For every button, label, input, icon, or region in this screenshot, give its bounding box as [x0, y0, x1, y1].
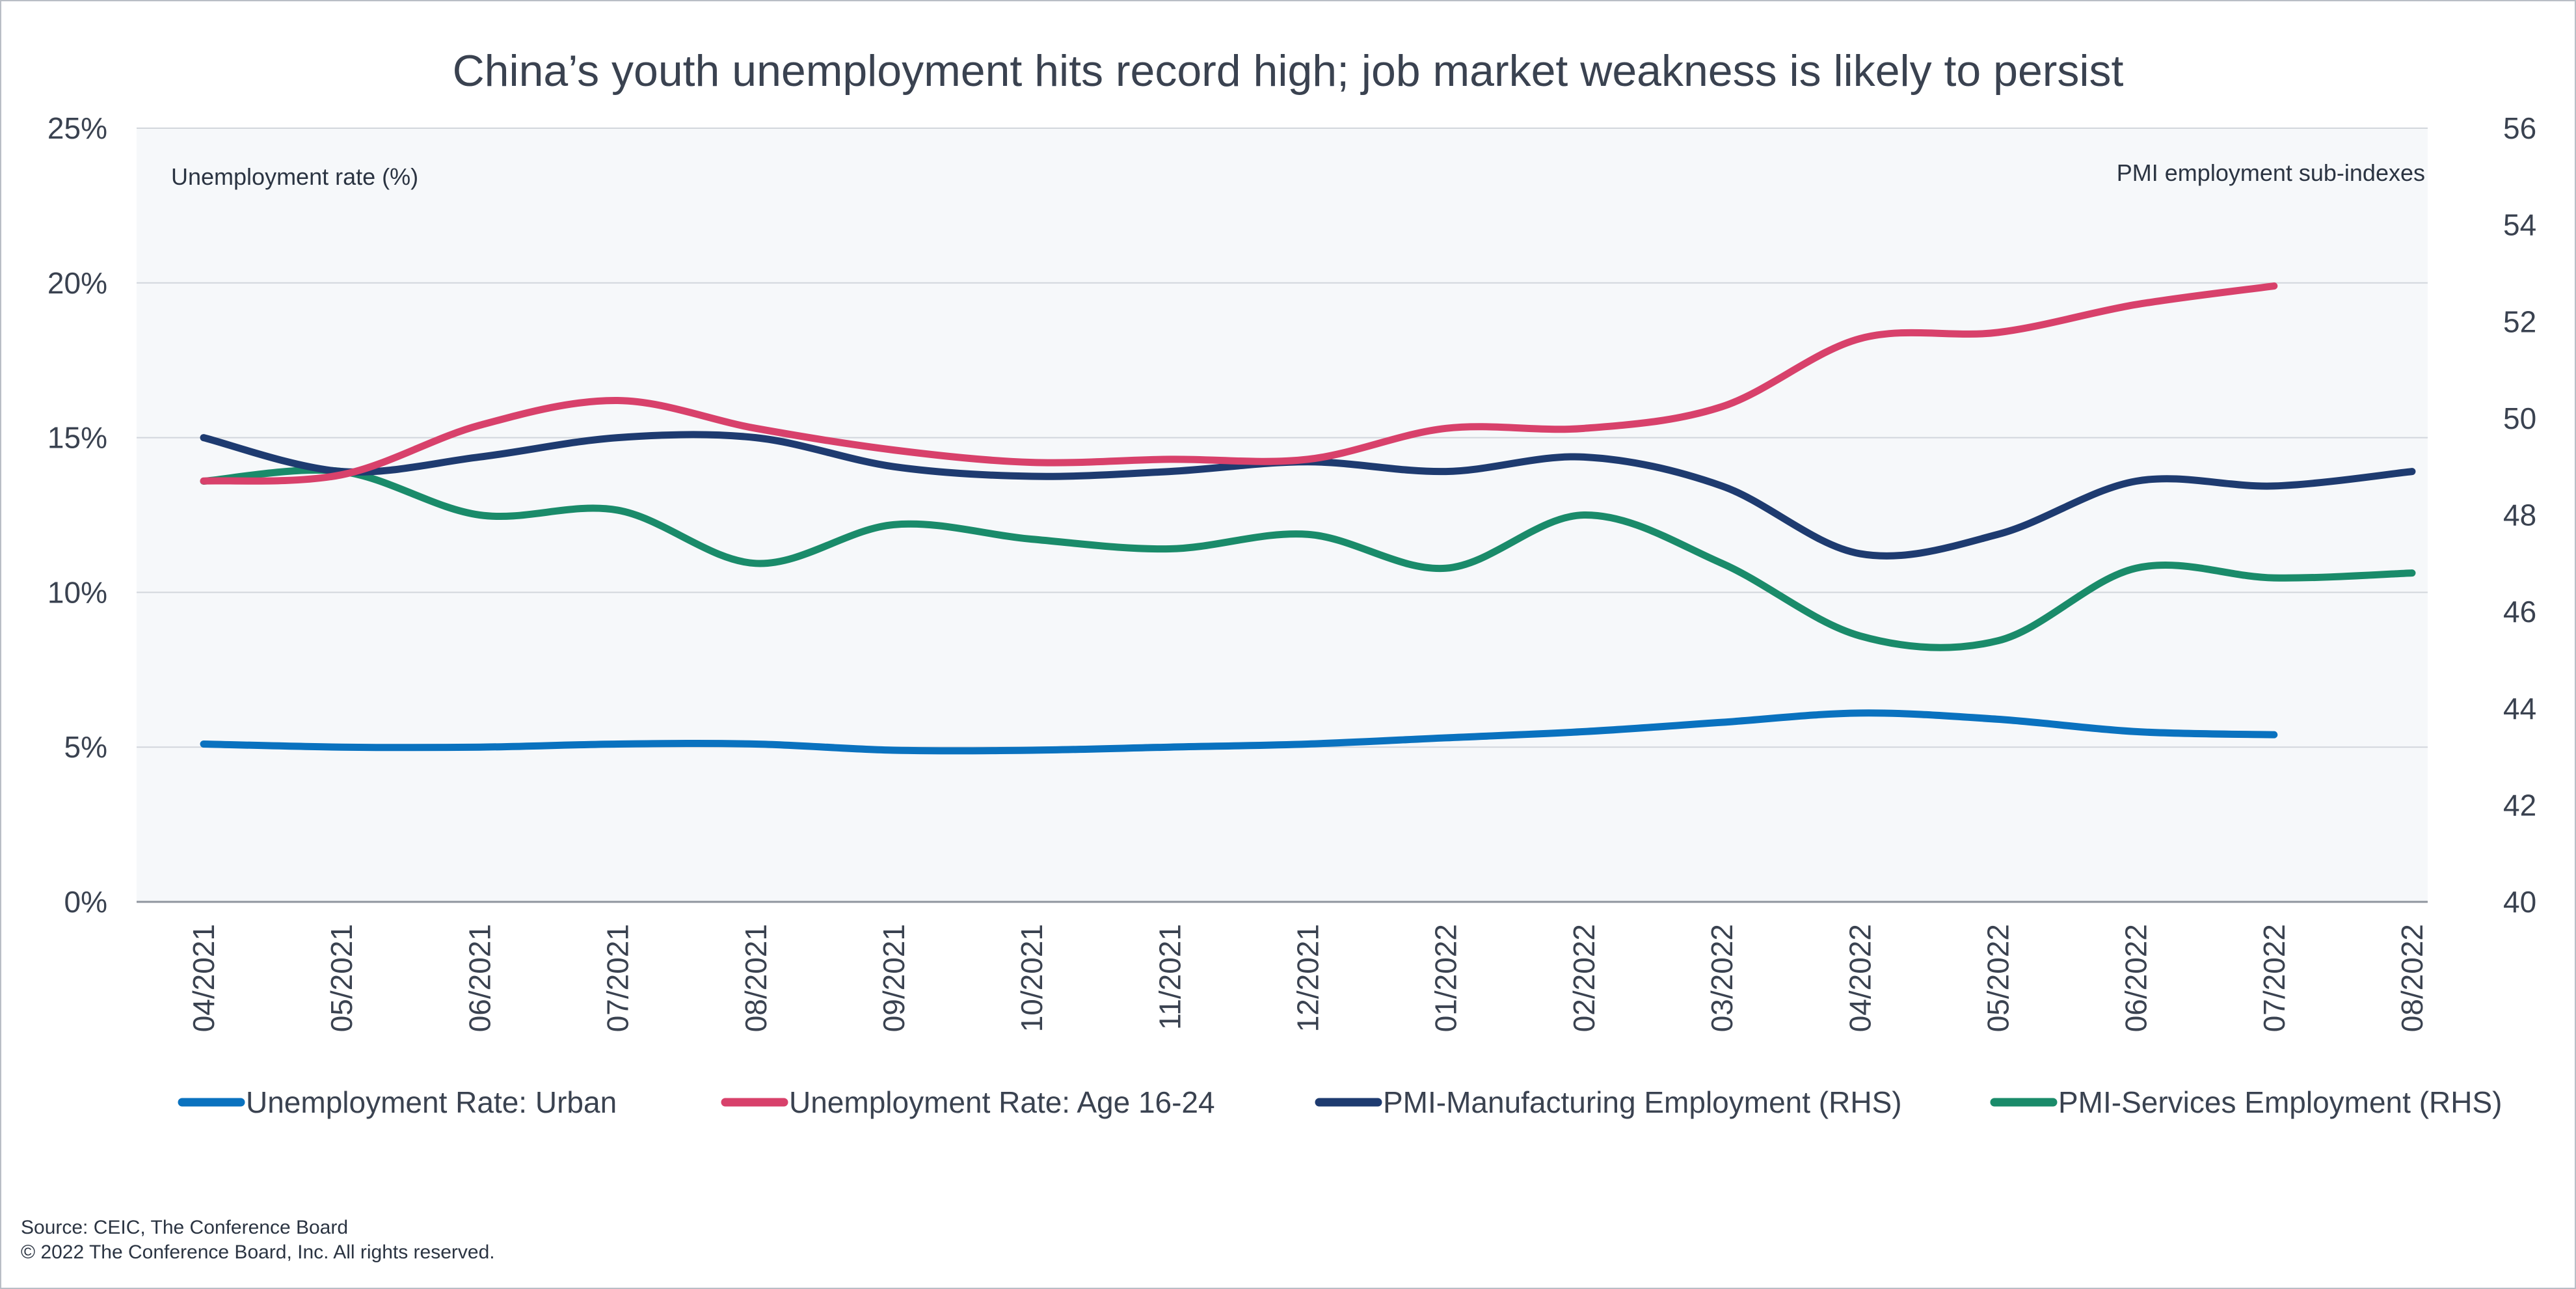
- left-tick-label: 10%: [47, 575, 107, 609]
- left-tick-label: 0%: [64, 885, 107, 919]
- legend-label: Unemployment Rate: Urban: [246, 1085, 617, 1119]
- right-tick-label: 50: [2503, 401, 2536, 435]
- right-tick-label: 44: [2503, 692, 2536, 726]
- legend-label: Unemployment Rate: Age 16-24: [789, 1085, 1215, 1119]
- x-tick-label: 12/2021: [1291, 924, 1325, 1032]
- copyright-note: © 2022 The Conference Board, Inc. All ri…: [21, 1242, 495, 1263]
- left-tick-label: 25%: [47, 111, 107, 145]
- series-line: [200, 467, 2416, 651]
- x-tick-label: 04/2022: [1843, 924, 1877, 1032]
- x-tick-label: 06/2021: [463, 924, 496, 1032]
- series-line: [200, 282, 2278, 485]
- series-line: [200, 709, 2278, 755]
- legend: Unemployment Rate: Urban Unemployment Rat…: [178, 1085, 2502, 1119]
- right-tick-label: 54: [2503, 208, 2536, 242]
- left-axis-label: Unemployment rate (%): [171, 163, 418, 190]
- right-axis-ticks: 40 42 44 46 48 50 52 54 56: [2503, 111, 2536, 919]
- x-tick-label: 07/2022: [2257, 924, 2291, 1032]
- right-tick-label: 40: [2503, 885, 2536, 919]
- x-tick-label: 04/2021: [187, 924, 221, 1032]
- source-note: Source: CEIC, The Conference Board: [21, 1217, 349, 1238]
- x-tick-label: 08/2021: [739, 924, 773, 1032]
- left-tick-label: 5%: [64, 730, 107, 764]
- x-tick-label: 06/2022: [2119, 924, 2153, 1032]
- left-axis-ticks: 0% 5% 10% 15% 20% 25%: [47, 111, 107, 919]
- left-tick-label: 15%: [47, 421, 107, 455]
- x-axis-ticks: 04/2021 05/2021 06/2021 07/2021 08/2021 09/20…: [187, 924, 2429, 1032]
- right-tick-label: 52: [2503, 305, 2536, 338]
- right-tick-label: 42: [2503, 788, 2536, 822]
- right-tick-label: 56: [2503, 111, 2536, 145]
- x-tick-label: 10/2021: [1015, 924, 1049, 1032]
- x-tick-label: 02/2022: [1567, 924, 1601, 1032]
- chart-title: China’s youth unemployment hits record h…: [453, 46, 2124, 96]
- right-axis-label: PMI employment sub-indexes: [2117, 159, 2425, 186]
- x-tick-label: 08/2022: [2395, 924, 2429, 1032]
- left-tick-label: 20%: [47, 266, 107, 300]
- right-tick-label: 46: [2503, 595, 2536, 629]
- x-tick-label: 07/2021: [601, 924, 635, 1032]
- right-tick-label: 48: [2503, 498, 2536, 532]
- x-tick-label: 09/2021: [877, 924, 911, 1032]
- series-lines: [200, 282, 2416, 755]
- x-tick-label: 11/2021: [1153, 924, 1187, 1030]
- legend-label: PMI-Manufacturing Employment (RHS): [1383, 1085, 1902, 1119]
- x-tick-label: 05/2022: [1981, 924, 2015, 1032]
- x-tick-label: 05/2021: [325, 924, 358, 1032]
- legend-label: PMI-Services Employment (RHS): [2058, 1085, 2502, 1119]
- x-tick-label: 01/2022: [1429, 924, 1463, 1032]
- x-tick-label: 03/2022: [1705, 924, 1739, 1032]
